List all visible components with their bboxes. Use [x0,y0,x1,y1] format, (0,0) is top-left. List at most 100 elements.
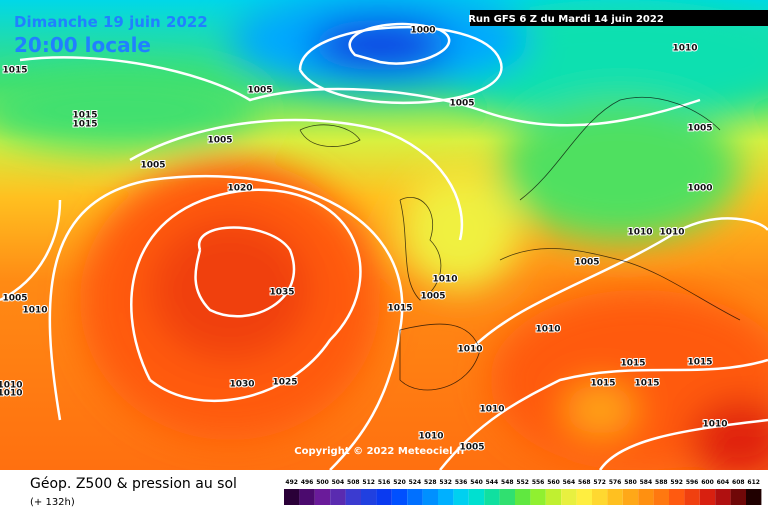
isobar-label: 1015 [387,304,412,314]
scale-swatch [422,489,438,505]
scale-swatch [499,489,515,505]
isobar-label: 1010 [418,432,443,442]
scale-swatch [592,489,608,505]
scale-swatch [284,489,300,505]
scale-label: 536 [455,479,468,486]
isobar-label: 1030 [229,380,254,390]
scale-label: 588 [655,479,668,486]
isobar-labels: 1000101010151005100510151015100510051005… [0,25,729,454]
isobar-label: 1015 [72,120,97,130]
footer-title: Géop. Z500 & pression au sol [30,476,237,492]
scale-label: 608 [732,479,745,486]
valid-time: 20:00 locale [14,33,151,57]
isobar-label: 1010 [627,228,652,238]
scale-swatch [669,489,685,505]
isobar-label: 1010 [0,381,23,391]
isobar-label: 1035 [269,288,294,298]
scale-label: 512 [362,479,375,486]
scale-swatch [684,489,700,505]
isobar-label: 1005 [2,294,27,304]
scale-swatch [607,489,623,505]
isobar-label: 1010 [0,389,23,399]
isobar-label: 1010 [479,405,504,415]
isobar-label: 1015 [620,359,645,369]
isobar-label: 1010 [22,306,47,316]
isobar-label: 1020 [227,184,252,194]
isobar-label: 1010 [672,44,697,54]
scale-label: 572 [593,479,606,486]
scale-swatch [407,489,423,505]
scale-label: 496 [301,479,314,486]
isobar-label: 1000 [410,26,435,36]
footer-lead: (+ 132h) [30,497,75,508]
isobar-label: 1015 [590,379,615,389]
isobar-label: 1015 [72,111,97,121]
scale-label: 560 [547,479,560,486]
isobar-label: 1005 [247,86,272,96]
run-banner [470,10,768,26]
scale-swatch [376,489,392,505]
copyright: Copyright © 2022 Meteociel.fr [294,446,465,457]
scale-label: 568 [578,479,591,486]
isobar-label: 1005 [207,136,232,146]
isobar-label: 1005 [687,124,712,134]
coastlines [299,96,741,391]
scale-swatch [330,489,346,505]
scale-swatch [576,489,592,505]
scale-label: 540 [470,479,483,486]
isobar-label: 1005 [420,292,445,302]
scale-label: 544 [486,479,499,486]
scale-label: 528 [424,479,437,486]
scale-swatch [561,489,577,505]
isobar-label: 1025 [272,378,297,388]
isobar-label: 1000 [687,184,712,194]
scale-swatch [345,489,361,505]
isobar-label: 1005 [459,443,484,453]
scale-swatch [361,489,377,505]
scale-label: 600 [701,479,714,486]
isobar-label: 1010 [702,420,727,430]
isobar-label: 1010 [535,325,560,335]
scale-swatch [299,489,315,505]
isobar-label: 1010 [457,345,482,355]
isobar-label: 1010 [432,275,457,285]
scale-swatch [746,489,762,505]
scale-swatch [484,489,500,505]
isobar-label: 1005 [574,258,599,268]
scale-label: 596 [686,479,699,486]
scale-swatch [453,489,469,505]
scale-label: 532 [439,479,452,486]
scale-label: 556 [532,479,545,486]
scale-label: 492 [285,479,298,486]
scale-swatch [715,489,731,505]
scale-label: 576 [609,479,622,486]
scale-label: 504 [332,479,345,486]
color-scale: 492 496 500 504 508 512 516 520 524 528 532 536 540 5… [284,479,762,505]
isobars [0,22,768,471]
scale-label: 520 [393,479,406,486]
isobar-label: 1005 [449,99,474,109]
scale-swatch [699,489,716,505]
isobar-label: 1015 [2,66,27,76]
isobar-label: 1010 [659,228,684,238]
scale-swatch [391,489,408,505]
scale-swatch [622,489,639,505]
scale-swatch [653,489,669,505]
scale-label: 592 [670,479,683,486]
scale-swatch [730,489,746,505]
scale-label: 604 [717,479,730,486]
field-shading [0,0,768,480]
scale-label: 500 [316,479,329,486]
isobar-label: 1005 [140,161,165,171]
scale-label: 580 [624,479,637,486]
scale-swatch [438,489,454,505]
scale-label: 612 [747,479,760,486]
scale-label: 524 [409,479,422,486]
isobar-label: 1015 [687,358,712,368]
scale-label: 552 [516,479,529,486]
scale-swatch [638,489,654,505]
scale-swatch [530,489,546,505]
isobar-label: 1015 [634,379,659,389]
scale-swatch [545,489,562,505]
